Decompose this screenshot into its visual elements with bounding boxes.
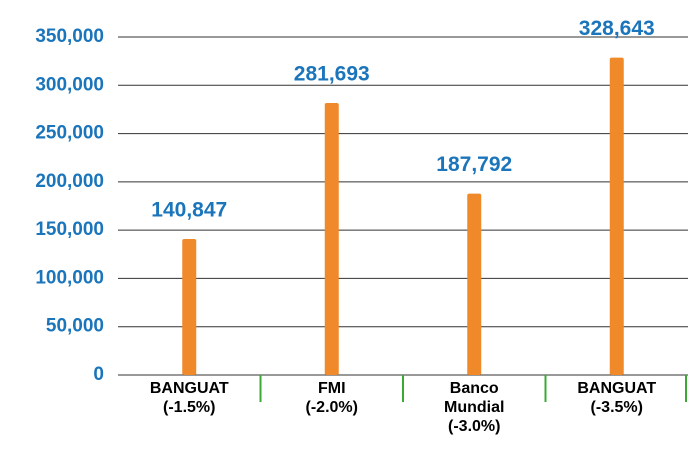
x-tick-label: BANGUAT bbox=[577, 380, 656, 397]
x-tick-label: (-3.5%) bbox=[591, 399, 643, 416]
y-tick-label: 350,000 bbox=[35, 26, 104, 47]
data-label: 281,693 bbox=[294, 63, 370, 86]
x-tick-label: (-3.0%) bbox=[448, 418, 500, 435]
bar bbox=[467, 193, 482, 375]
x-tick-label: (-2.0%) bbox=[306, 399, 358, 416]
y-tick-label: 150,000 bbox=[35, 219, 104, 240]
y-tick-label: 250,000 bbox=[35, 123, 104, 144]
bar bbox=[324, 102, 339, 376]
x-tick-label: (-1.5%) bbox=[163, 399, 215, 416]
y-tick-label: 100,000 bbox=[35, 267, 104, 288]
x-tick-label: FMI bbox=[318, 380, 346, 397]
y-tick-label: 200,000 bbox=[35, 171, 104, 192]
y-tick-label: 0 bbox=[93, 364, 104, 385]
data-label: 187,792 bbox=[436, 153, 512, 176]
bar bbox=[609, 57, 624, 376]
x-tick-label: BANGUAT bbox=[150, 380, 229, 397]
x-tick-label: Mundial bbox=[444, 399, 504, 416]
data-label: 328,643 bbox=[579, 17, 655, 40]
y-tick-label: 50,000 bbox=[46, 316, 104, 337]
y-tick-label: 300,000 bbox=[35, 74, 104, 95]
x-tick-label: Banco bbox=[450, 380, 499, 397]
data-label: 140,847 bbox=[151, 199, 227, 222]
bar bbox=[182, 238, 197, 375]
